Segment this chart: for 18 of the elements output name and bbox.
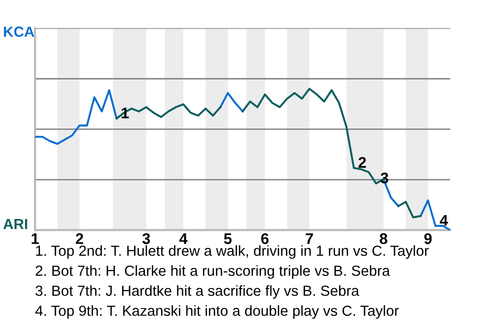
- text: ARI: [3, 219, 28, 230]
- x-tick-label: 2: [76, 233, 84, 244]
- x-tick-label: 6: [261, 233, 269, 244]
- x-tick-label: 5: [224, 233, 232, 244]
- x-tick-label: 8: [380, 233, 388, 244]
- x-tick-label: 4: [179, 233, 188, 244]
- annotation: 2: [358, 157, 366, 168]
- text: KCA: [4, 26, 34, 37]
- x-tick-label: 3: [142, 233, 150, 244]
- text: 4. Top 9th: T. Kazanski hit into a double play vs C. Taylor: [35, 305, 399, 319]
- text: 1. Top 2nd: T. Hulett drew a walk, driving in 1 run vs C. Taylor: [36, 245, 429, 259]
- x-tick-label: 7: [306, 233, 313, 244]
- annotation: 4: [440, 215, 448, 226]
- x-tick-label: 1: [32, 233, 39, 244]
- x-tick-label: 9: [424, 233, 432, 244]
- text: 3. Bot 7th: J. Hardtke hit a sacrifice fly vs B. Sebra: [36, 285, 360, 299]
- text: 2. Bot 7th: H. Clarke hit a run-scoring triple vs B. Sebra: [36, 265, 390, 279]
- annotation: 3: [380, 172, 388, 184]
